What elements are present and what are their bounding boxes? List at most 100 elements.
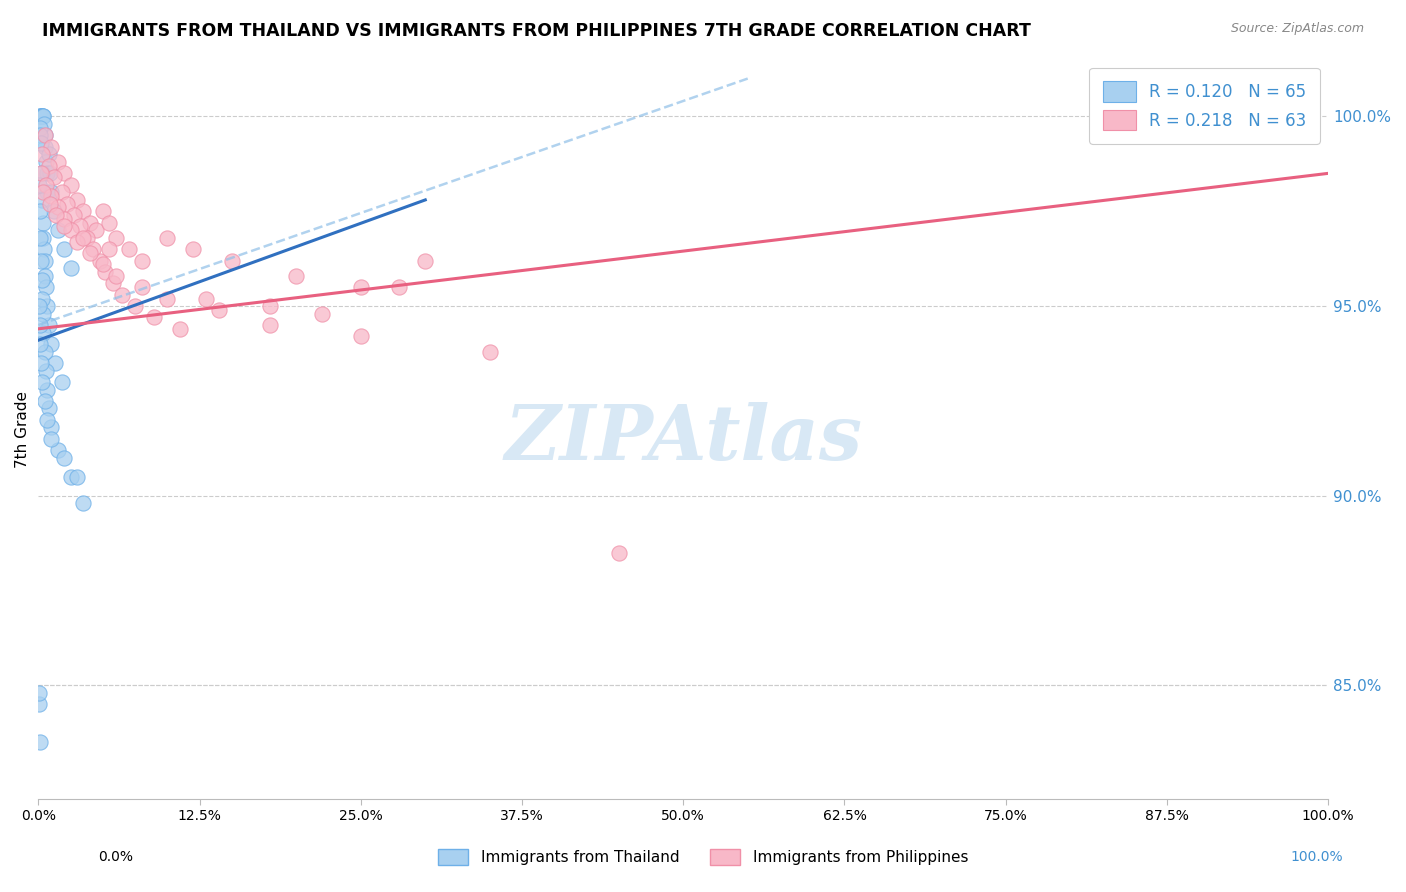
Point <box>31 166 53 180</box>
Point <box>28 120 51 135</box>
Point <box>181 242 204 256</box>
Point <box>30 128 52 143</box>
Text: Source: ZipAtlas.com: Source: ZipAtlas.com <box>1230 22 1364 36</box>
Point <box>259 299 281 313</box>
Point <box>221 253 243 268</box>
Point <box>66 235 89 249</box>
Point <box>208 302 231 317</box>
Point <box>53 242 76 256</box>
Point <box>51 186 73 200</box>
Point <box>131 253 153 268</box>
Point <box>143 310 166 325</box>
Point <box>38 147 60 161</box>
Point <box>37 299 59 313</box>
Point <box>55 196 77 211</box>
Point <box>94 265 117 279</box>
Point <box>607 545 630 559</box>
Point <box>28 204 51 219</box>
Point <box>30 337 52 351</box>
Point <box>45 208 67 222</box>
Point <box>30 166 52 180</box>
Point <box>76 231 98 245</box>
Point <box>38 401 60 416</box>
Point <box>30 253 52 268</box>
Point <box>34 253 56 268</box>
Point <box>32 242 55 256</box>
Point <box>31 110 53 124</box>
Point <box>46 443 69 458</box>
Point <box>53 219 76 234</box>
Point <box>259 318 281 332</box>
Point <box>53 211 76 226</box>
Point <box>37 413 59 427</box>
Point <box>32 186 55 200</box>
Point <box>101 277 124 291</box>
Point <box>46 201 69 215</box>
Point <box>66 469 89 483</box>
Point <box>44 356 66 370</box>
Point <box>46 155 69 169</box>
Point <box>31 216 53 230</box>
Point <box>72 204 94 219</box>
Point <box>37 383 59 397</box>
Point <box>311 307 333 321</box>
Point <box>91 204 114 219</box>
Point <box>53 166 76 180</box>
Point <box>32 231 55 245</box>
Point <box>39 337 62 351</box>
Point <box>34 140 56 154</box>
Point <box>72 231 94 245</box>
Point <box>86 223 108 237</box>
Point <box>35 363 58 377</box>
Point <box>42 204 65 219</box>
Point <box>34 268 56 283</box>
Point <box>39 166 62 180</box>
Point <box>156 292 179 306</box>
Text: IMMIGRANTS FROM THAILAND VS IMMIGRANTS FROM PHILIPPINES 7TH GRADE CORRELATION CH: IMMIGRANTS FROM THAILAND VS IMMIGRANTS F… <box>42 22 1031 40</box>
Point <box>51 375 73 389</box>
Point <box>53 450 76 465</box>
Point <box>46 223 69 237</box>
Point <box>59 223 82 237</box>
Point <box>28 686 51 700</box>
Text: 100.0%: 100.0% <box>1291 850 1343 863</box>
Point <box>34 128 56 143</box>
Point <box>104 231 127 245</box>
Point <box>156 231 179 245</box>
Point <box>32 110 55 124</box>
Point <box>39 189 62 203</box>
Point <box>91 257 114 271</box>
Point <box>37 186 59 200</box>
Text: ZIPAtlas: ZIPAtlas <box>505 401 862 475</box>
Point <box>111 287 134 301</box>
Point <box>98 216 121 230</box>
Legend: Immigrants from Thailand, Immigrants from Philippines: Immigrants from Thailand, Immigrants fro… <box>432 843 974 871</box>
Point <box>42 170 65 185</box>
Point <box>72 496 94 510</box>
Point <box>35 166 58 180</box>
Point <box>39 196 62 211</box>
Point <box>169 322 191 336</box>
Point <box>28 318 51 332</box>
Point <box>31 272 53 286</box>
Point <box>38 159 60 173</box>
Point <box>31 292 53 306</box>
Point <box>34 344 56 359</box>
Point <box>82 242 104 256</box>
Point <box>79 216 101 230</box>
Point <box>28 178 51 192</box>
Point <box>30 110 52 124</box>
Point <box>32 326 55 340</box>
Point <box>30 136 52 150</box>
Point <box>124 299 146 313</box>
Point <box>28 735 51 749</box>
Point <box>89 253 111 268</box>
Point <box>59 178 82 192</box>
Point <box>39 186 62 200</box>
Point <box>30 231 52 245</box>
Point <box>388 280 411 294</box>
Point <box>59 469 82 483</box>
Point <box>350 280 373 294</box>
Point <box>66 193 89 207</box>
Point <box>39 432 62 446</box>
